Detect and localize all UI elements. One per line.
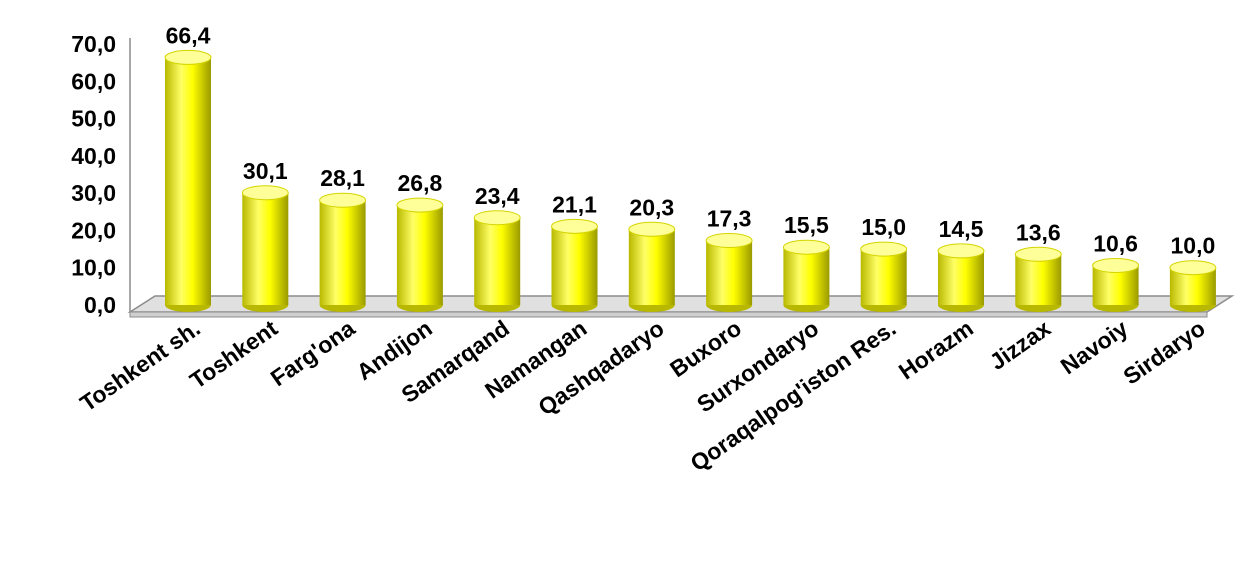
bar-top: [241, 185, 289, 201]
bar: [628, 221, 676, 312]
bar: [1092, 257, 1140, 312]
bar: [937, 243, 985, 312]
data-label: 66,4: [166, 22, 211, 48]
bar-body: [319, 200, 366, 305]
bar: [164, 49, 212, 312]
bar: [551, 218, 598, 312]
bar-body: [783, 247, 830, 305]
y-tick-label: 40,0: [71, 143, 116, 169]
bar-top: [782, 239, 830, 255]
bar-body: [1015, 254, 1062, 305]
floor-plane: [127, 295, 1235, 313]
bar: [319, 192, 367, 312]
bar-top: [319, 192, 367, 208]
data-label: 28,1: [320, 165, 365, 191]
bar-body: [165, 57, 211, 306]
x-tick-label: Farg'ona: [266, 315, 360, 392]
x-tick-label: Jizzax: [985, 315, 1056, 375]
bar-body: [474, 217, 521, 305]
data-label: 20,3: [629, 194, 674, 220]
x-tick-label: Sirdaryo: [1118, 315, 1209, 390]
bar: [1014, 246, 1062, 312]
data-label: 21,1: [552, 191, 597, 217]
y-axis: 0,0 10,0 20,0 30,0 40,0 50,0 60,0 70,0: [71, 31, 131, 318]
bar-top: [1092, 257, 1140, 273]
chart-floor: [127, 295, 1235, 318]
x-tick-label: Horazm: [894, 315, 978, 385]
bar-body: [860, 249, 907, 305]
y-tick-label: 20,0: [71, 217, 116, 243]
y-tick-label: 60,0: [71, 68, 116, 94]
bar-top: [551, 218, 598, 234]
bar-top: [1014, 246, 1062, 262]
bar-body: [551, 226, 598, 305]
bar: [705, 232, 753, 312]
bar-body: [396, 205, 443, 305]
bar-top: [473, 210, 521, 226]
x-tick-label: Toshkent sh.: [75, 315, 205, 417]
bar-top: [628, 221, 676, 237]
bar-top: [396, 197, 444, 213]
bar: [396, 197, 444, 312]
y-tick-label: 70,0: [71, 31, 116, 57]
x-axis-labels: Toshkent sh.ToshkentFarg'onaAndijonSamar…: [75, 315, 1210, 477]
bar: [782, 239, 830, 312]
bars: [164, 49, 1217, 312]
y-tick-label: 0,0: [84, 292, 116, 318]
data-label: 15,5: [784, 212, 829, 238]
bar: [473, 210, 521, 312]
data-label: 13,6: [1016, 219, 1061, 245]
data-label: 10,6: [1093, 230, 1138, 256]
bar-top: [705, 232, 753, 248]
bar-top: [860, 241, 908, 257]
bar: [1169, 260, 1217, 312]
bar-top: [164, 49, 212, 65]
bar-body: [628, 229, 675, 305]
bar-body: [938, 250, 984, 305]
bar-top: [937, 243, 985, 259]
y-tick-label: 50,0: [71, 106, 116, 132]
y-tick-label: 10,0: [71, 255, 116, 281]
data-labels: 66,4 30,1 28,1 26,8 23,4 21,1 20,3 17,3 15,5 15,0…: [166, 22, 1216, 258]
x-tick-label: Toshkent: [185, 315, 283, 394]
data-label: 15,0: [861, 214, 906, 240]
bar-top: [1169, 260, 1217, 276]
bar: [241, 185, 289, 312]
data-label: 30,1: [243, 158, 288, 184]
y-tick-label: 30,0: [71, 180, 116, 206]
bar-body: [706, 240, 753, 305]
bar: [860, 241, 908, 312]
bar-body: [242, 192, 289, 305]
data-label: 17,3: [707, 205, 752, 231]
data-label: 26,8: [398, 170, 443, 196]
data-label: 10,0: [1171, 233, 1216, 259]
data-label: 23,4: [475, 183, 520, 209]
floor-edge: [129, 311, 1208, 318]
data-label: 14,5: [939, 216, 984, 242]
